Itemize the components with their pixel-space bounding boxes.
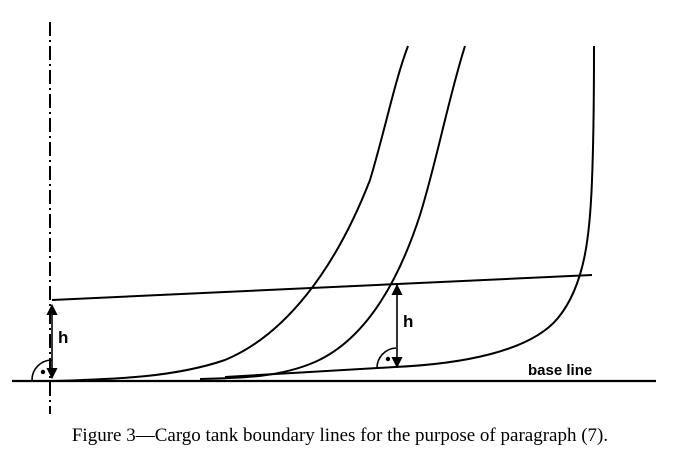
right-angle-symbol-left [31, 359, 53, 381]
sloping-reference-line [51, 274, 593, 301]
height-label-right: h [403, 312, 413, 331]
tank-boundary-curve-1 [51, 45, 409, 382]
tank-boundary-curve-3 [224, 45, 595, 378]
tank-boundary-curve-2 [199, 45, 466, 380]
right-angle-dot-left [40, 369, 46, 375]
base-line-label: base line [528, 362, 592, 379]
figure-caption: Figure 3—Cargo tank boundary lines for t… [72, 425, 608, 446]
right-angle-dot-right [385, 356, 391, 362]
height-label-left: h [58, 328, 68, 347]
right-angle-symbol-right [376, 347, 397, 369]
